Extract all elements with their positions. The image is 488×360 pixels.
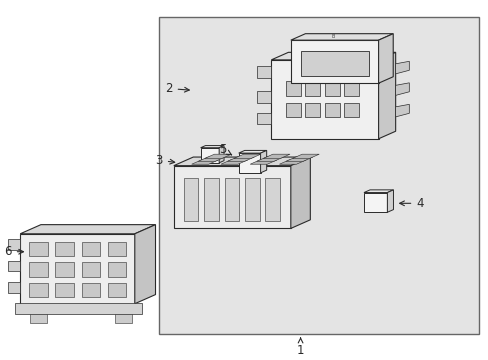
Polygon shape [395,83,408,95]
Bar [256,66,271,78]
Bar [173,166,290,228]
Polygon shape [263,154,289,158]
Text: B: B [331,34,334,39]
Polygon shape [20,225,155,234]
Bar [344,103,358,117]
Polygon shape [200,145,224,148]
Bar [305,103,320,117]
Bar [256,113,271,125]
Text: 6: 6 [4,245,23,258]
Bar [15,303,142,315]
Bar [29,262,47,277]
Bar [55,242,74,256]
Bar [244,178,259,221]
Polygon shape [198,157,224,161]
Bar [8,239,20,250]
Bar [108,262,126,277]
Text: 5: 5 [219,143,231,156]
Bar [224,178,239,221]
Polygon shape [135,225,155,304]
Polygon shape [363,190,393,193]
Bar [300,51,368,76]
Bar [238,153,260,173]
Text: B: B [308,52,312,57]
Bar [285,103,300,117]
Polygon shape [290,157,310,228]
Bar [20,234,135,304]
Bar [8,261,20,271]
Bar [8,282,20,293]
Polygon shape [386,190,393,212]
Bar [159,17,478,334]
Text: 1: 1 [296,338,304,357]
Bar [285,81,300,96]
Polygon shape [378,52,395,139]
Polygon shape [204,154,231,158]
Bar [30,314,47,323]
Polygon shape [173,157,310,166]
Bar [81,262,100,277]
Text: 3: 3 [155,154,174,167]
Bar [200,148,219,163]
Polygon shape [221,160,247,164]
Polygon shape [260,150,266,173]
Polygon shape [290,34,392,40]
Polygon shape [250,160,276,164]
Bar [81,242,100,256]
Bar [305,81,320,96]
Polygon shape [279,160,305,164]
Bar [363,193,386,212]
Bar [29,242,47,256]
Bar [271,60,378,139]
Polygon shape [219,145,224,163]
Bar [183,178,198,221]
Polygon shape [395,104,408,117]
Bar [290,40,378,83]
Polygon shape [238,150,266,153]
Bar [81,283,100,297]
Bar [325,103,339,117]
Bar [325,81,339,96]
Bar [55,283,74,297]
Bar [29,283,47,297]
Polygon shape [395,61,408,74]
Bar [108,242,126,256]
Polygon shape [285,157,312,161]
Text: 4: 4 [399,197,423,210]
Polygon shape [378,34,392,83]
Polygon shape [292,154,319,158]
Bar [203,178,218,221]
Polygon shape [233,154,260,158]
Polygon shape [256,157,283,161]
Bar [265,178,280,221]
Bar [55,262,74,277]
Text: 2: 2 [165,82,189,95]
Polygon shape [191,160,218,164]
Bar [256,91,271,103]
Polygon shape [227,157,254,161]
Bar [108,283,126,297]
Bar [344,81,358,96]
Bar [115,314,132,323]
Polygon shape [271,52,395,60]
